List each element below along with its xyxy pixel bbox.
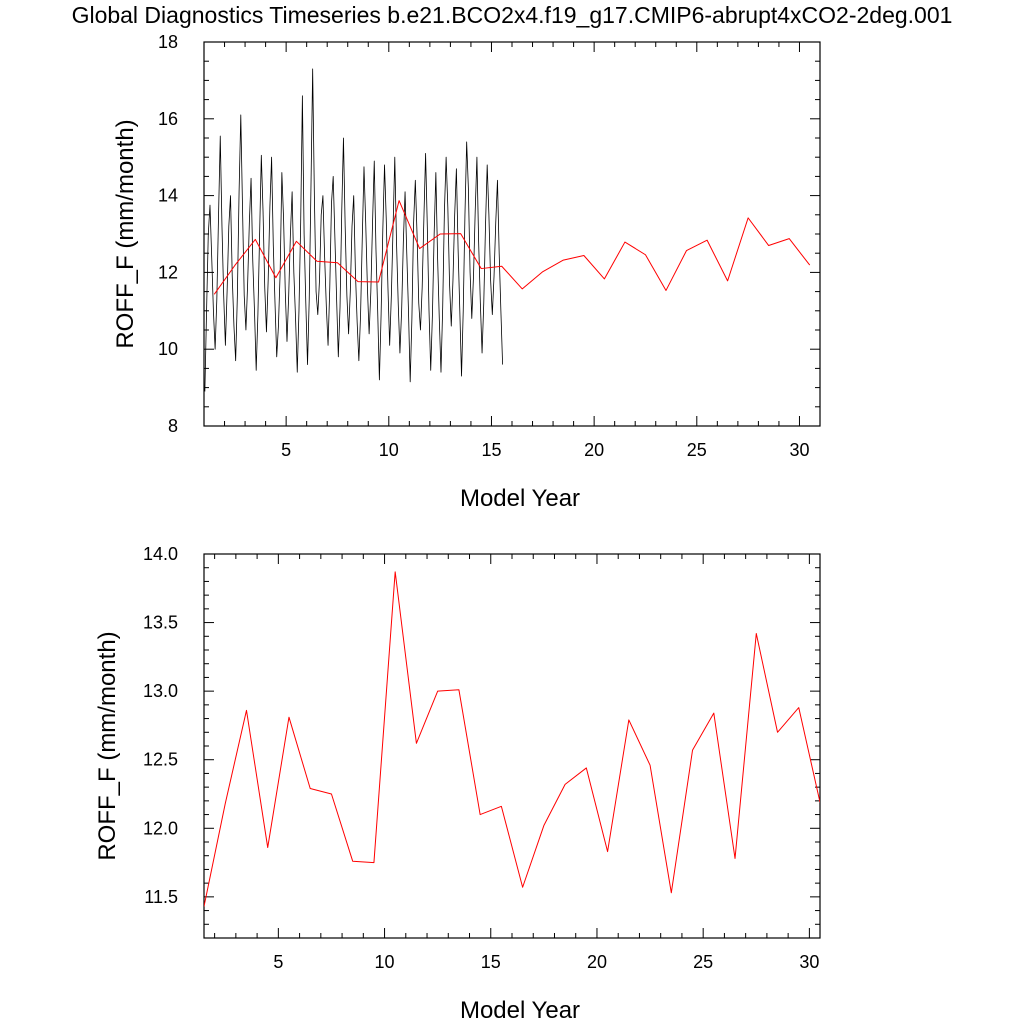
y-axis-label: ROFF_F (mm/month) <box>112 119 139 348</box>
y-tick-label: 12.0 <box>143 818 178 838</box>
chart-1: 5 10 15 20 25 30 8 10 12 14 16 18 Model Year ROFF_F (… <box>112 32 821 512</box>
y-tick-label: 13.5 <box>143 613 178 633</box>
x-tick-label: 15 <box>481 440 501 460</box>
x-tick-label: 20 <box>587 952 607 972</box>
annual-mean-series-line <box>204 571 820 907</box>
annual-mean-series-line <box>213 200 811 295</box>
y-tick-label: 10 <box>158 339 178 359</box>
y-tick-label: 13.0 <box>143 681 178 701</box>
x-tick-label: 25 <box>687 440 707 460</box>
chart-2: 5 10 15 20 25 30 11.5 12.0 12.5 13.0 13.5 14.0 Model… <box>94 544 821 1024</box>
y-tick-label: 12.5 <box>143 750 178 770</box>
y-axis-label: ROFF_F (mm/month) <box>94 631 121 860</box>
monthly-series-line <box>204 68 503 392</box>
x-tick-label: 5 <box>273 952 283 972</box>
x-tick-label: 15 <box>481 952 501 972</box>
y-tick-label: 18 <box>158 32 178 52</box>
x-tick-label: 10 <box>375 952 395 972</box>
y-tick-label: 8 <box>168 416 178 436</box>
x-axis-label: Model Year <box>460 997 580 1024</box>
x-tick-label: 20 <box>584 440 604 460</box>
x-tick-label: 25 <box>693 952 713 972</box>
y-tick-label: 12 <box>158 262 178 282</box>
plot-frame <box>203 41 821 427</box>
x-axis-label: Model Year <box>460 485 580 512</box>
plot-frame <box>203 553 821 939</box>
y-tick-label: 14 <box>158 186 178 206</box>
x-tick-label: 10 <box>379 440 399 460</box>
x-tick-label: 30 <box>789 440 809 460</box>
x-tick-label: 30 <box>799 952 819 972</box>
y-tick-label: 16 <box>158 109 178 129</box>
x-tick-label: 5 <box>281 440 291 460</box>
page-title: Global Diagnostics Timeseries b.e21.BCO2… <box>71 2 953 28</box>
y-tick-label: 14.0 <box>143 544 178 564</box>
y-tick-label: 11.5 <box>144 887 178 907</box>
